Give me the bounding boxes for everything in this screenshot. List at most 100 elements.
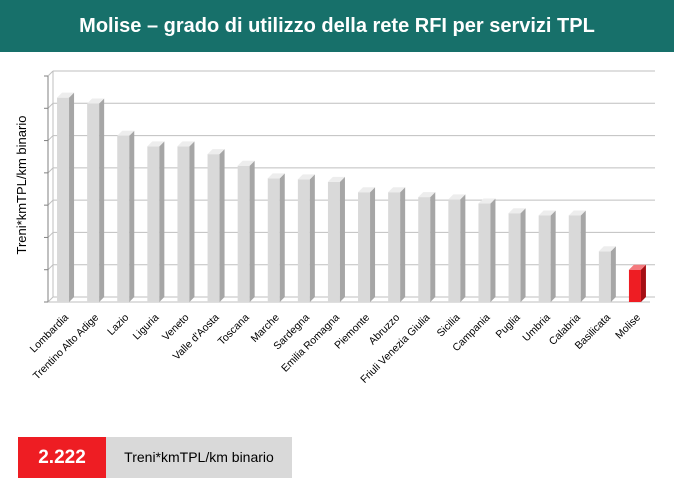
bar-trentino-alto-adige xyxy=(87,98,105,302)
bar-side xyxy=(610,246,616,302)
bar-calabria xyxy=(568,210,586,302)
bar-front xyxy=(568,215,581,302)
bar-side xyxy=(520,208,526,302)
bar-side xyxy=(279,173,285,302)
bar-sardegna xyxy=(297,174,315,302)
bar-front xyxy=(538,215,551,302)
x-tick-label: Sicilia xyxy=(435,312,463,340)
bar-front xyxy=(57,97,70,302)
bar-piemonte xyxy=(358,187,376,302)
bar-top xyxy=(628,264,646,270)
gridline-wall xyxy=(47,199,54,206)
bar-front xyxy=(177,146,190,302)
x-tick-label: Lazio xyxy=(105,312,131,338)
bar-marche xyxy=(267,173,285,302)
gridline-wall xyxy=(47,70,54,77)
bar-side xyxy=(400,187,406,302)
bar-friuli-venezia-giulia xyxy=(418,192,436,302)
bar-side xyxy=(69,92,75,302)
bar-side xyxy=(460,194,466,302)
bar-front xyxy=(267,178,280,302)
bar-side xyxy=(189,141,195,302)
bar-top xyxy=(237,160,255,166)
bar-lombardia xyxy=(57,92,75,302)
bar-top xyxy=(147,141,165,147)
y-axis-label: Treni*kmTPL/km binario xyxy=(14,115,29,255)
bar-top xyxy=(598,246,616,252)
bar-top xyxy=(508,208,526,214)
kpi-label: Treni*kmTPL/km binario xyxy=(106,437,292,478)
bar-front xyxy=(448,199,461,302)
bar-side xyxy=(129,130,135,302)
bar-top xyxy=(207,149,225,155)
bar-umbria xyxy=(538,210,556,302)
bar-front xyxy=(297,179,310,302)
bar-side xyxy=(159,141,165,302)
bar-liguria xyxy=(147,141,165,302)
x-tick-label: Liguria xyxy=(131,312,162,343)
gridline-wall xyxy=(47,232,54,238)
title-bar: Molise – grado di utilizzo della rete RF… xyxy=(0,0,674,52)
gridline-wall xyxy=(47,167,54,174)
bar-toscana xyxy=(237,160,255,302)
bar-top xyxy=(87,98,105,104)
bar-basilicata xyxy=(598,246,616,302)
gridline-wall xyxy=(47,264,54,271)
gridline-wall xyxy=(47,135,54,141)
bar-front xyxy=(508,213,521,302)
page-title: Molise – grado di utilizzo della rete RF… xyxy=(79,15,595,37)
bar-top xyxy=(568,210,586,216)
bar-front xyxy=(147,146,160,302)
bar-sicilia xyxy=(448,194,466,302)
bar-front xyxy=(117,135,130,302)
grid-lines xyxy=(44,70,655,303)
x-tick-label: Toscana xyxy=(216,312,252,348)
bar-top xyxy=(327,176,345,182)
bar-top xyxy=(478,198,496,204)
bar-top xyxy=(538,210,556,216)
bar-side xyxy=(370,187,376,302)
bar-front xyxy=(598,251,611,302)
gridline-wall xyxy=(47,296,54,303)
bar-side xyxy=(640,264,646,302)
bar-side xyxy=(219,149,225,302)
bar-front xyxy=(358,192,371,302)
bar-series xyxy=(57,92,646,302)
bar-side xyxy=(550,210,556,302)
bar-front xyxy=(388,192,401,302)
bar-side xyxy=(430,192,436,302)
bar-side xyxy=(309,174,315,302)
bar-front xyxy=(327,181,340,302)
bar-top xyxy=(297,174,315,180)
gridline-wall xyxy=(47,102,54,109)
bar-front xyxy=(628,269,641,302)
bar-emilia-romagna xyxy=(327,176,345,302)
bar-top xyxy=(117,130,135,136)
bar-lazio xyxy=(117,130,135,302)
bar-front xyxy=(237,165,250,302)
bar-top xyxy=(57,92,75,98)
bar-top xyxy=(418,192,436,198)
bar-veneto xyxy=(177,141,195,302)
x-tick-label: Puglia xyxy=(494,312,523,341)
bar-top xyxy=(388,187,406,193)
bar-top xyxy=(448,194,466,200)
bar-front xyxy=(418,197,431,302)
bar-side xyxy=(580,210,586,302)
bar-front xyxy=(87,103,100,302)
bar-front xyxy=(207,154,220,302)
bar-top xyxy=(358,187,376,193)
bar-valle-d-aosta xyxy=(207,149,225,302)
bar-campania xyxy=(478,198,496,302)
bar-front xyxy=(478,203,491,302)
bar-top xyxy=(177,141,195,147)
bar-side xyxy=(490,198,496,302)
kpi-value: 2.222 xyxy=(18,437,106,478)
bar-molise xyxy=(628,264,646,302)
bar-side xyxy=(249,160,255,302)
x-tick-label: Molise xyxy=(613,312,643,342)
bar-abruzzo xyxy=(388,187,406,302)
bar-side xyxy=(99,98,105,302)
